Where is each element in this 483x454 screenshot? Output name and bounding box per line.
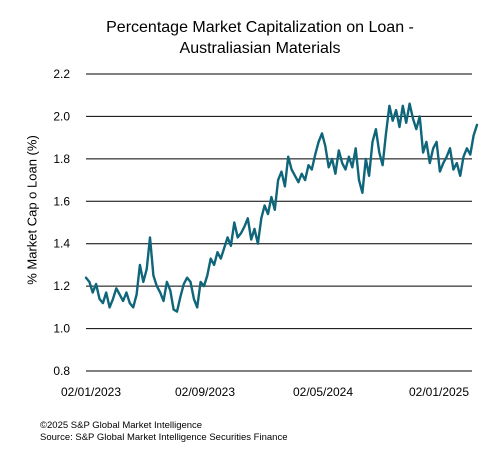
chart-title-line2: Australiasian Materials [179,40,341,57]
copyright-note: ©2025 S&P Global Market Intelligence [40,420,203,431]
y-tick-label: 1.2 [53,279,70,293]
x-tick-label: 02/01/2023 [61,385,121,399]
y-tick-label: 1.0 [53,322,70,336]
source-note: Source: S&P Global Market Intelligence S… [40,432,288,443]
y-tick-labels: 0.8 1.0 1.2 1.4 1.6 1.8 2.0 2.2 [53,67,70,378]
series-line-market-cap-on-loan [84,102,479,313]
x-tick-label: 02/05/2024 [293,385,353,399]
y-tick-label: 2.0 [53,109,70,123]
chart-title-line1: Percentage Market Capitalization on Loan… [106,19,414,36]
y-tick-label: 0.8 [53,364,70,378]
x-tick-label: 02/09/2023 [175,385,235,399]
x-tick-label: 02/01/2025 [409,385,469,399]
y-tick-label: 1.6 [53,194,70,208]
x-tick-labels: 02/01/2023 02/09/2023 02/05/2024 02/01/2025 [61,385,469,399]
y-tick-label: 1.8 [53,152,70,166]
y-tick-label: 2.2 [53,67,70,81]
y-tick-label: 1.4 [53,237,70,251]
